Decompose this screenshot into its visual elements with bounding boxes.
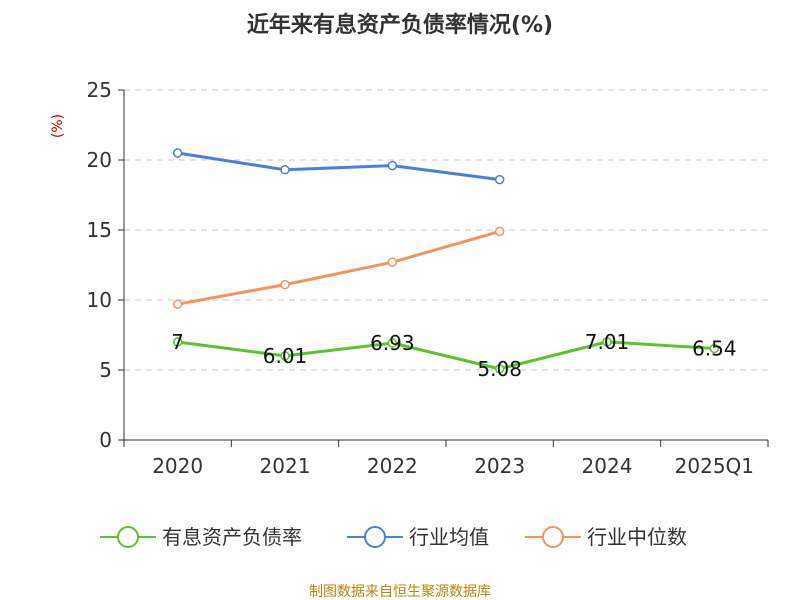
data-point: [280, 165, 290, 175]
data-label: 5.08: [477, 357, 522, 381]
y-tick-label: 20: [87, 148, 112, 172]
data-point: [494, 364, 505, 374]
legend-swatch-marker: [364, 526, 386, 548]
data-label: 6.93: [370, 331, 415, 355]
data-point: [494, 226, 505, 237]
x-tick-label: 2022: [367, 454, 418, 478]
data-point: [280, 351, 290, 361]
data-label: 7.01: [585, 330, 630, 354]
chart-title: 近年来有息资产负债率情况(%): [247, 12, 553, 38]
legend-swatch-marker: [117, 526, 139, 548]
y-tick-label: 15: [87, 218, 112, 242]
data-label: 6.54: [692, 336, 737, 360]
y-axis-unit: (%): [50, 114, 66, 138]
data-point: [280, 279, 290, 290]
y-tick-label: 5: [99, 358, 112, 382]
data-point: [387, 338, 398, 348]
series-line: [176, 229, 502, 306]
data-point: [387, 160, 398, 171]
legend: 有息资产负债率 行业均值 行业中位数: [100, 525, 687, 549]
data-label: 6.01: [263, 344, 308, 368]
x-tick-label: 2020: [152, 454, 203, 478]
data-labels: 7 6.01 6.93 5.08 7.01 6.54: [171, 330, 736, 381]
x-tick-label: 2023: [474, 454, 525, 478]
legend-swatch-marker: [542, 526, 564, 548]
y-tick-label: 10: [87, 288, 112, 312]
series-points: [172, 148, 720, 374]
legend-label: 有息资产负债率: [162, 525, 302, 549]
series-line: [176, 340, 716, 371]
gridlines: [124, 89, 768, 371]
y-tick-label: 25: [87, 78, 112, 102]
y-tick-label: 0: [99, 428, 112, 452]
axes: 0 5 10 15 20 25 2020 2021 2022 2023 2024 2025Q1: [87, 78, 769, 478]
x-tick-label: 2021: [260, 454, 311, 478]
data-point: [172, 148, 183, 158]
data-label: 7: [171, 330, 184, 354]
source-note: 制图数据来自恒生聚源数据库: [309, 584, 491, 600]
data-point: [172, 299, 183, 309]
data-point: [494, 174, 505, 185]
data-point: [602, 337, 612, 347]
data-point: [709, 343, 720, 354]
x-tick-label: 2024: [582, 454, 633, 478]
legend-label: 行业均值: [409, 525, 489, 549]
series-line: [176, 151, 502, 182]
x-tick-label: 2025Q1: [675, 454, 754, 478]
data-point: [387, 257, 398, 267]
series-lines: [176, 151, 716, 371]
data-point: [172, 337, 183, 347]
legend-label: 行业中位数: [587, 525, 687, 549]
